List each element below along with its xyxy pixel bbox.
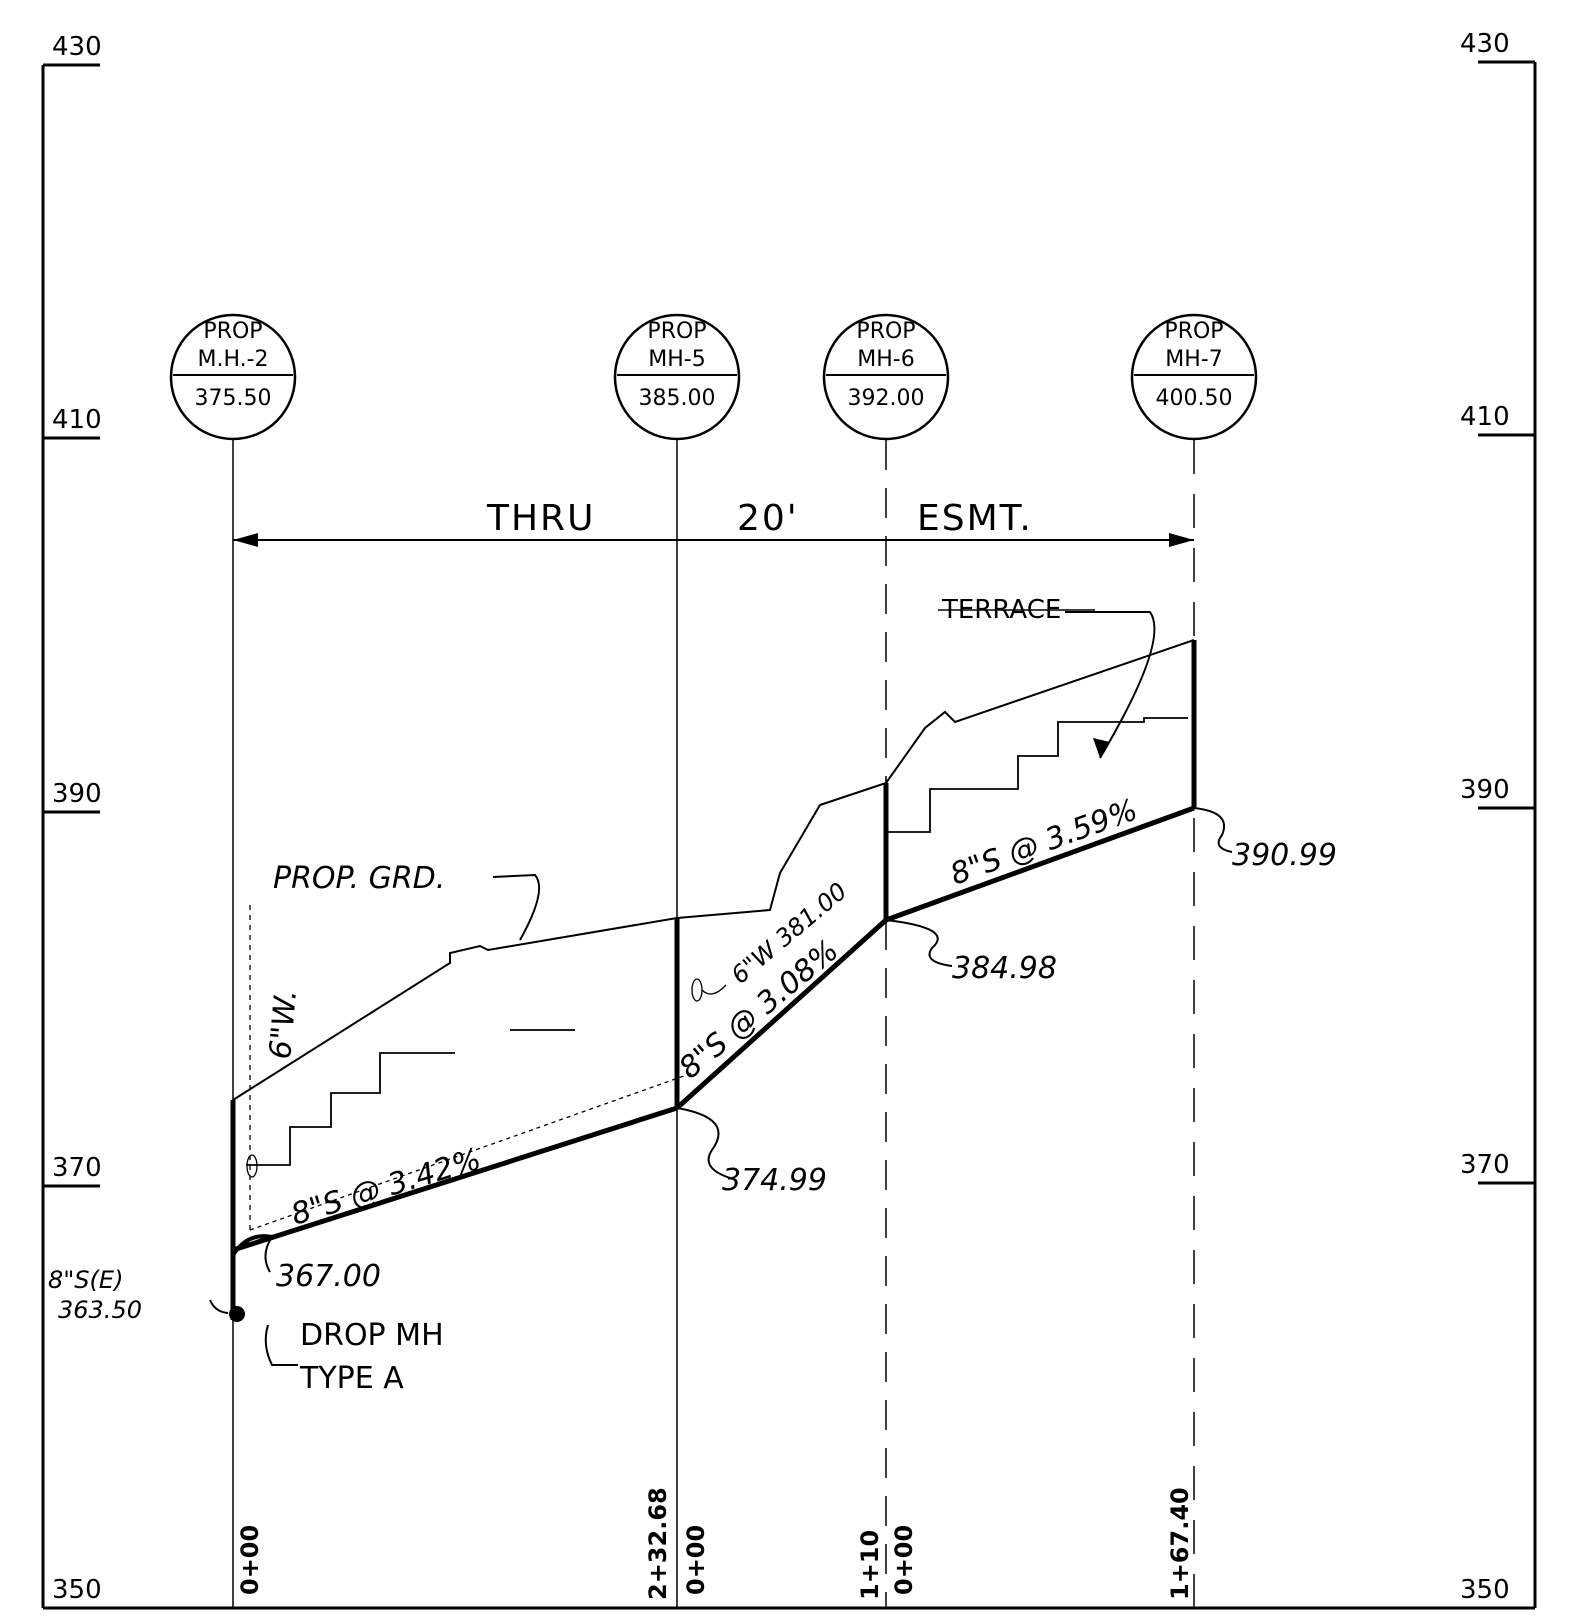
- sewer-pipes: [232, 805, 1195, 1253]
- manhole-shafts: [230, 640, 1197, 1320]
- proposed-grade-line: [232, 639, 1195, 1101]
- terrace-steps-left: [246, 1052, 455, 1166]
- pipe-segment-2: [675, 918, 888, 1110]
- arrow-left-icon: [233, 533, 258, 547]
- station-label: 0+00: [682, 1525, 710, 1595]
- station-label: 1+10: [856, 1530, 884, 1600]
- manhole-top-label: PROP: [856, 319, 915, 344]
- water-pipe-section-icon: [246, 1154, 258, 1178]
- station-label: 0+00: [236, 1525, 264, 1595]
- water-pipe-section-icon: [691, 978, 703, 1002]
- proposed-grade-label: PROP. GRD.: [273, 861, 445, 896]
- manhole-name: MH-6: [857, 347, 914, 372]
- invert-elevation: 390.99: [1232, 838, 1337, 873]
- terrace-steps-right: [886, 717, 1188, 833]
- arrow-right-icon: [1169, 533, 1194, 547]
- invert-leader: [264, 1236, 273, 1273]
- arrow-down-icon: [1093, 738, 1110, 758]
- easement-dimension: THRU 20' ESMT.: [233, 498, 1194, 547]
- leader-lines: [264, 611, 1233, 1273]
- invert-elevation: 384.98: [952, 951, 1057, 986]
- water-line: [246, 905, 727, 1231]
- existing-sewer-label: 8"S(E): [48, 1266, 123, 1294]
- manhole-rim-elevation: 400.50: [1156, 386, 1233, 411]
- manhole-rim-elevation: 392.00: [848, 386, 925, 411]
- station-label: 2+32.68: [644, 1487, 672, 1600]
- manhole-top-label: PROP: [1164, 319, 1223, 344]
- elev-label: 350: [1460, 1575, 1510, 1605]
- manhole-top-label: PROP: [647, 319, 706, 344]
- elev-label: 410: [52, 405, 102, 435]
- elev-label: 390: [52, 779, 102, 809]
- left-elevation-scale: 430 410 390 370 350: [43, 32, 102, 1605]
- existing-sewer-elevation: 363.50: [58, 1296, 142, 1324]
- terrace-leader: [1065, 611, 1156, 759]
- elev-label: 370: [1460, 1150, 1510, 1180]
- manhole-mh-7: PROP MH-7 400.50: [1130, 313, 1258, 441]
- manhole-top-label: PROP: [203, 319, 262, 344]
- manhole-mh-2: PROP M.H.-2 375.50: [169, 313, 297, 441]
- manhole-name: MH-5: [648, 347, 705, 372]
- elev-label: 430: [1460, 29, 1510, 59]
- manhole-rim-elevation: 385.00: [639, 386, 716, 411]
- invert-leader: [676, 1107, 731, 1179]
- invert-leader: [885, 919, 953, 967]
- station-label: 1+67.40: [1166, 1487, 1194, 1600]
- easement-word-thru: THRU: [486, 498, 595, 539]
- manhole-name: M.H.-2: [197, 347, 268, 372]
- pipe-slope-label: 8"S @ 3.59%: [946, 792, 1142, 892]
- drop-mh-label: DROP MH: [300, 1318, 444, 1353]
- elev-label: 390: [1460, 775, 1510, 805]
- invert-leader: [1193, 807, 1233, 853]
- right-elevation-scale: 430 410 390 370 350: [1460, 29, 1535, 1605]
- manhole-name: MH-7: [1165, 347, 1222, 372]
- manhole-mh-6: PROP MH-6 392.00: [822, 313, 950, 441]
- drop-manhole-detail: [209, 1234, 298, 1366]
- elev-label: 350: [52, 1575, 102, 1605]
- manhole-rim-elevation: 375.50: [195, 386, 272, 411]
- pipe-segment-3: [885, 805, 1195, 923]
- manhole-mh-5: PROP MH-5 385.00: [613, 313, 741, 441]
- drop-mh-type-label: TYPE A: [299, 1361, 404, 1396]
- water-line-label-left: 6"W.: [263, 988, 304, 1060]
- elev-label: 430: [52, 32, 102, 62]
- elev-label: 370: [52, 1153, 102, 1183]
- pipe-slope-label: 8"S @ 3.42%: [287, 1142, 485, 1233]
- invert-elevation: 367.00: [276, 1259, 381, 1294]
- elev-label: 410: [1460, 402, 1510, 432]
- prop-grd-leader: [492, 873, 541, 941]
- easement-word-esmt: ESMT.: [917, 498, 1033, 539]
- existing-sewer-node-icon: [229, 1306, 245, 1322]
- easement-word-width: 20': [737, 498, 799, 539]
- pipe-segment-1: [232, 1105, 678, 1253]
- station-label: 0+00: [890, 1525, 918, 1595]
- invert-elevation: 374.99: [722, 1163, 827, 1198]
